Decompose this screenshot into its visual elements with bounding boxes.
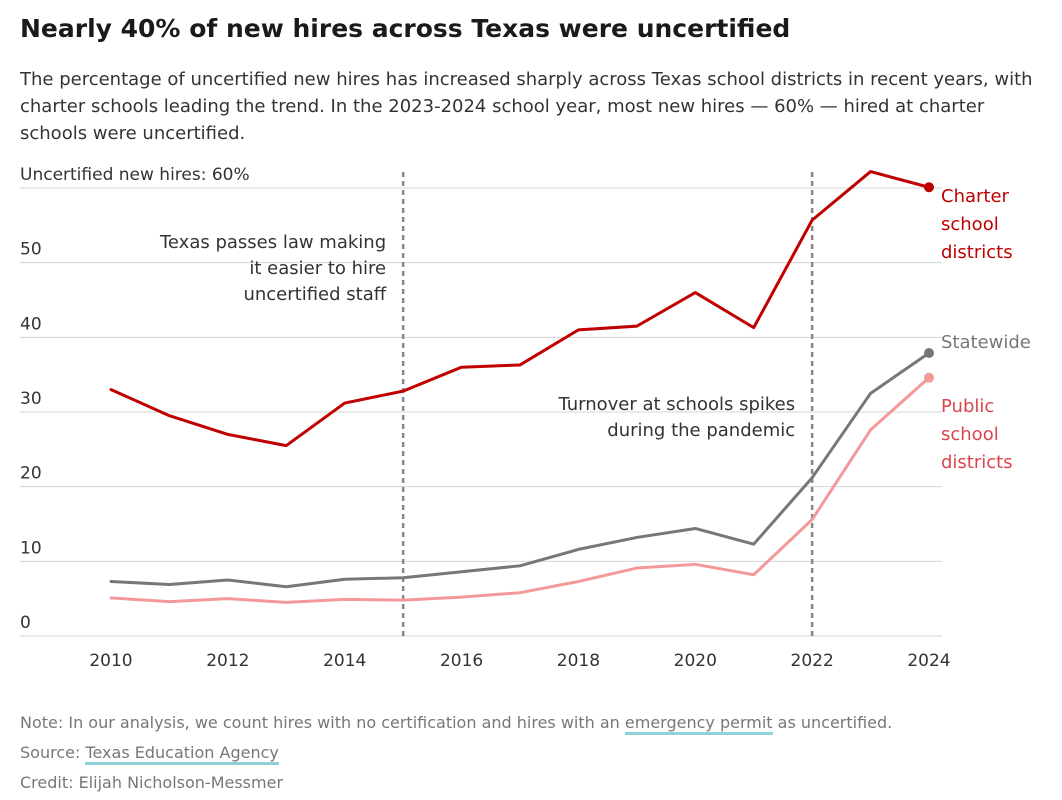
x-tick-label: 2024 (907, 651, 950, 671)
y-tick-label: 20 (20, 464, 42, 484)
chart-title: Nearly 40% of new hires across Texas wer… (20, 14, 791, 43)
series-end-point (924, 182, 934, 193)
y-tick-label: 0 (20, 613, 31, 633)
chart-subtitle: The percentage of uncertified new hires … (20, 69, 1033, 144)
series-label: school (941, 214, 999, 235)
annotation-text: during the pandemic (607, 420, 795, 441)
source-prefix: Source: (20, 743, 86, 762)
series-end-point (924, 372, 934, 383)
x-tick-label: 2010 (89, 651, 132, 671)
emergency-permit-link[interactable]: emergency permit (624, 713, 773, 735)
note-line: Note: In our analysis, we count hires wi… (20, 708, 892, 738)
series-label: Statewide (941, 332, 1031, 353)
source-line: Source: Texas Education Agency (20, 738, 892, 768)
x-tick-label: 2020 (674, 651, 717, 671)
note-text: Note: In our analysis, we count hires wi… (20, 713, 625, 732)
series-line (109, 170, 931, 448)
x-tick-label: 2022 (791, 651, 834, 671)
credit-line: Credit: Elijah Nicholson-Messmer (20, 773, 284, 792)
annotation-text: uncertified staff (243, 284, 386, 305)
y-tick-label: 40 (20, 314, 42, 334)
series-line (109, 351, 931, 589)
y-tick-label: 30 (20, 389, 42, 409)
series-end-point (924, 348, 934, 359)
y-tick-label: 10 (20, 538, 42, 558)
chart-notes: Note: In our analysis, we count hires wi… (20, 708, 892, 798)
note-suffix: as uncertified. (772, 713, 893, 732)
series-label: Public (941, 396, 994, 417)
y-axis-top-label: Uncertified new hires: 60% (20, 165, 250, 185)
series-label: districts (941, 452, 1013, 473)
source-link[interactable]: Texas Education Agency (85, 743, 279, 765)
series-label: school (941, 424, 999, 445)
x-tick-label: 2012 (206, 651, 249, 671)
y-tick-label: 50 (20, 240, 42, 260)
series-line (109, 376, 931, 604)
x-tick-label: 2016 (440, 651, 483, 671)
line-chart: 0 10 20 30 40 50 Uncertified new hires: 60% 201… (20, 165, 1031, 671)
x-tick-label: 2018 (557, 651, 600, 671)
series-label: districts (941, 242, 1013, 263)
x-tick-label: 2014 (323, 651, 366, 671)
annotation-text: Texas passes law making (159, 232, 386, 253)
annotation-text: Turnover at schools spikes (557, 394, 795, 415)
annotation-text: it easier to hire (249, 258, 386, 279)
series-label: Charter (941, 186, 1010, 207)
